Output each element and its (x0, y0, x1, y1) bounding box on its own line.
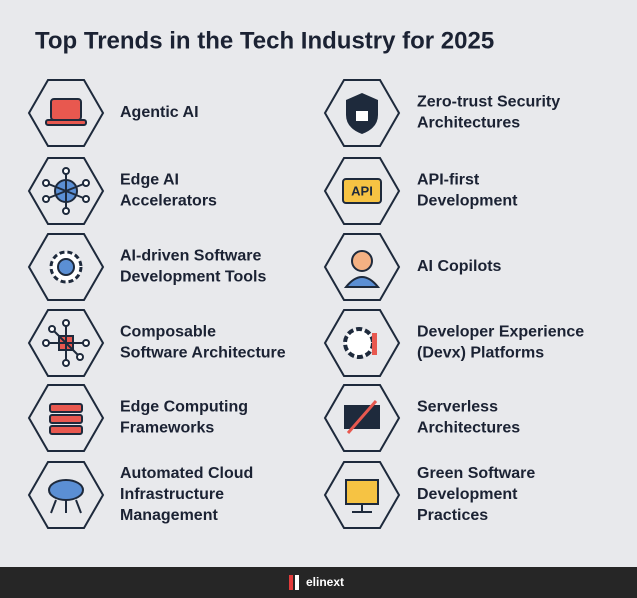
icon-shape (50, 499, 57, 514)
item-label: Edge AI (120, 172, 179, 189)
icon-shape (49, 425, 83, 435)
item-label: AI Copilots (417, 258, 502, 275)
hexagon (323, 461, 401, 529)
item-label: Practices (417, 507, 488, 524)
icon-shape (356, 111, 368, 121)
icon-shape (342, 178, 382, 204)
icon-shape (49, 403, 83, 413)
hexagon (323, 309, 401, 377)
item-label: Developer Experience (417, 324, 584, 341)
item-label: Agentic AI (120, 104, 199, 121)
hexagon (27, 461, 105, 529)
icon-shape (82, 179, 90, 187)
icon-text: API (351, 183, 373, 198)
icon-shape (351, 250, 373, 272)
item-label: Software Architecture (120, 345, 286, 362)
hexagon (27, 309, 105, 377)
item-label: Architectures (417, 115, 520, 132)
icon-shape (345, 479, 379, 505)
icon-shape (48, 325, 56, 333)
icon-shape (62, 319, 70, 327)
items: Agentic AI Edge AI Accelerators AI-driven S… (27, 79, 584, 529)
icon-shape (49, 414, 83, 424)
footer (0, 567, 637, 598)
item-label: Accelerators (120, 193, 217, 210)
icon-shape (50, 98, 82, 121)
item-label: Edge Computing (120, 399, 248, 416)
icon-shape (57, 258, 75, 276)
hexagon (27, 384, 105, 452)
icon-shape (45, 119, 87, 126)
item-label: Management (120, 507, 218, 524)
icon-shape (76, 353, 84, 361)
hexagon (323, 157, 401, 225)
item-label: Frameworks (120, 420, 214, 437)
hexagon (27, 157, 105, 225)
hexagon (27, 79, 105, 147)
hexagon (27, 233, 105, 301)
item-label: AI-driven Software (120, 248, 261, 265)
item-label: Development Tools (120, 269, 266, 286)
icon-shape (82, 195, 90, 203)
item-label: (Devx) Platforms (417, 345, 544, 362)
item-label: Green Software (417, 465, 535, 482)
icon-shape (42, 179, 50, 187)
icon-shape (62, 359, 70, 367)
item-label: API-first (417, 172, 480, 189)
item-label: Architectures (417, 420, 520, 437)
icon-shape (42, 195, 50, 203)
icon-shape (42, 339, 50, 347)
icon-shape (343, 327, 375, 359)
icon-shape (346, 400, 378, 434)
brand: elinext (306, 575, 344, 589)
item-label: Infrastructure (120, 486, 224, 503)
icon-shape (62, 207, 70, 215)
icon-shape (75, 499, 82, 514)
logo-mark (289, 575, 293, 590)
icon-shape (343, 276, 381, 288)
icon-shape (372, 333, 377, 355)
logo-mark (295, 575, 299, 590)
title: Top Trends in the Tech Industry for 2025 (35, 27, 494, 54)
item-label: Composable (120, 324, 216, 341)
hexagon (323, 233, 401, 301)
item-label: Development (417, 486, 518, 503)
hexagon (323, 384, 401, 452)
item-label: Development (417, 193, 518, 210)
hexagon (323, 79, 401, 147)
icon-shape (62, 167, 70, 175)
icon-shape (48, 479, 84, 501)
icon-shape (82, 339, 90, 347)
item-label: Zero-trust Security (417, 94, 560, 111)
item-label: Automated Cloud (120, 465, 253, 482)
item-label: Serverless (417, 399, 498, 416)
